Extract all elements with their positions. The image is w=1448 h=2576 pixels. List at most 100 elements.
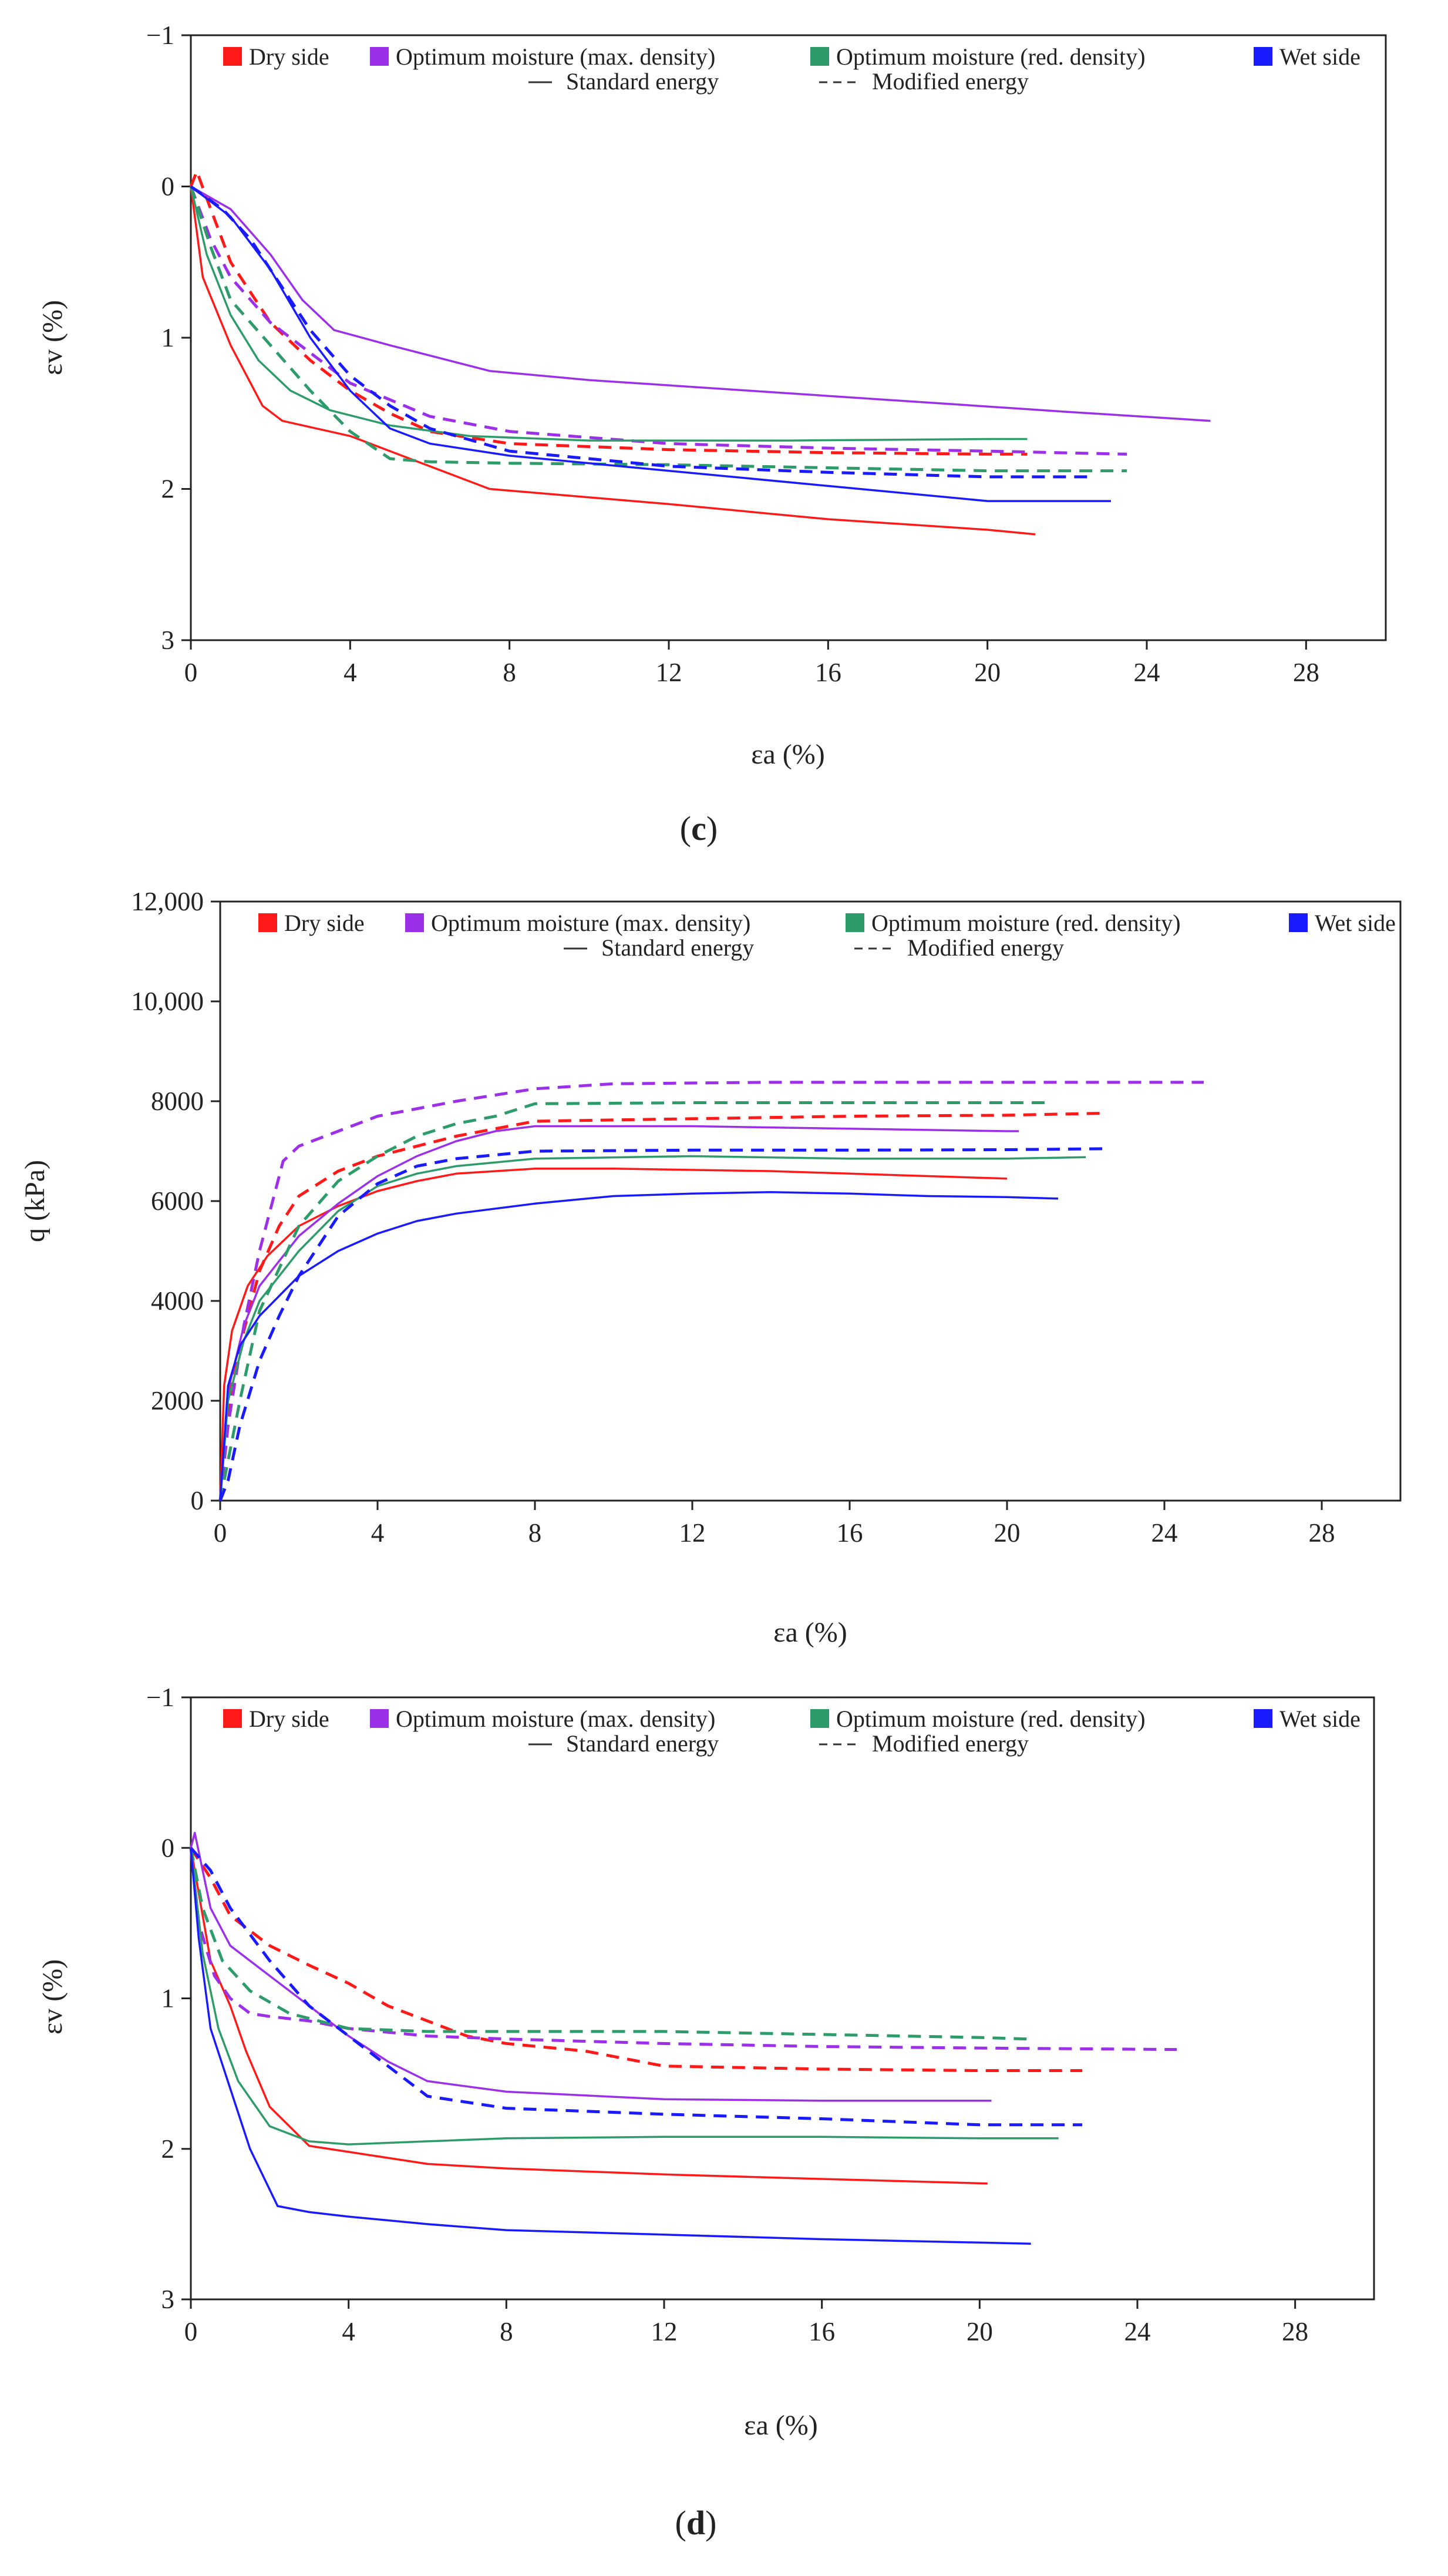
caption-letter: c	[691, 809, 706, 848]
legend: Dry side Optimum moisture (max. density) O…	[223, 43, 1361, 95]
legend-label-dry: Dry side	[249, 43, 329, 70]
series-line-optimum-moisture-red-density-modified	[218, 1101, 1046, 1501]
y-tick-label: 2000	[151, 1386, 204, 1415]
caption-open-paren: (	[675, 2504, 686, 2542]
series-line-optimum-moisture-max-density-standard	[190, 185, 1211, 422]
legend: Dry side Optimum moisture (max. density) O…	[223, 1706, 1361, 1757]
y-tick-label: 3	[161, 2285, 175, 2314]
y-axis-title: εv (%)	[37, 300, 68, 375]
legend-label-wet: Wet side	[1279, 1706, 1361, 1732]
y-tick-label: 0	[161, 172, 175, 201]
legend-swatch-wet	[1254, 1709, 1272, 1728]
x-tick-label: 24	[1134, 658, 1160, 687]
caption-letter: d	[686, 2504, 705, 2542]
legend-label-optmax: Optimum moisture (max. density)	[396, 1706, 715, 1732]
legend-swatch-optred	[810, 47, 829, 66]
x-tick-label: 0	[214, 1518, 227, 1548]
series-line-wet-side-standard	[190, 186, 1111, 502]
x-tick-label: 12	[656, 658, 682, 687]
x-tick-label: 16	[815, 658, 841, 687]
caption-open-paren: (	[680, 809, 691, 848]
legend-standard-label: Standard energy	[601, 934, 754, 961]
series-layer	[189, 170, 1211, 536]
legend-label-optmax: Optimum moisture (max. density)	[431, 910, 750, 936]
x-tick-label: 20	[994, 1518, 1021, 1548]
x-axis-title: εa (%)	[744, 2410, 817, 2441]
legend-standard-label: Standard energy	[566, 68, 719, 95]
legend-standard-label: Standard energy	[566, 1730, 719, 1757]
x-tick-label: 24	[1151, 1518, 1178, 1548]
y-axis-title: εv (%)	[37, 1959, 68, 2034]
series-line-optimum-moisture-max-density-modified	[218, 1081, 1204, 1501]
series-line-optimum-moisture-red-density-modified	[189, 186, 1127, 473]
axis-ticks: 0 4 8 12 16 20 24 28 0 2000 4000 6000 8000 10,000 12,0…	[131, 887, 1335, 1548]
y-tick-label: 2	[161, 475, 175, 504]
legend-label-dry: Dry side	[284, 910, 365, 936]
y-tick-label: 1	[161, 1984, 175, 2013]
legend-swatch-optred	[846, 913, 864, 932]
y-tick-label: 3	[161, 625, 175, 655]
series-line-optimum-moisture-red-density-modified	[189, 1847, 1027, 2041]
x-tick-label: 16	[837, 1518, 863, 1548]
x-tick-label: 28	[1309, 1518, 1335, 1548]
legend-swatch-optmax	[405, 913, 424, 932]
series-line-dry-side-modified	[189, 170, 1028, 456]
series-line-wet-side-standard	[219, 1191, 1059, 1501]
series-line-wet-side-standard	[190, 1848, 1031, 2245]
legend-modified-label: Modified energy	[907, 934, 1064, 961]
x-tick-label: 12	[651, 2317, 678, 2346]
series-layer	[189, 1831, 1177, 2245]
x-tick-label: 4	[371, 1518, 385, 1548]
legend-swatch-optmax	[370, 1709, 389, 1728]
legend-label-optmax: Optimum moisture (max. density)	[396, 43, 715, 70]
series-line-optimum-moisture-red-density-standard	[190, 1848, 1059, 2145]
x-tick-label: 4	[342, 2317, 355, 2346]
series-line-dry-side-standard	[190, 1847, 988, 2185]
legend-swatch-optmax	[370, 47, 389, 66]
series-line-wet-side-modified	[218, 1147, 1110, 1501]
caption-close-paren: )	[706, 809, 718, 848]
legend-swatch-dry	[223, 47, 242, 66]
legend-label-optred: Optimum moisture (red. density)	[836, 43, 1146, 70]
figure-caption-d: (d)	[675, 2504, 717, 2542]
x-tick-label: 28	[1293, 658, 1319, 687]
legend-label-wet: Wet side	[1315, 910, 1396, 936]
x-tick-label: 8	[528, 1518, 542, 1548]
legend-modified-label: Modified energy	[872, 1730, 1029, 1757]
legend-label-wet: Wet side	[1279, 43, 1361, 70]
series-layer	[218, 1081, 1204, 1501]
legend-swatch-dry	[223, 1709, 242, 1728]
x-tick-label: 16	[809, 2317, 835, 2346]
x-tick-label: 20	[974, 658, 1001, 687]
series-line-dry-side-standard	[219, 1168, 1008, 1501]
x-tick-label: 8	[503, 658, 516, 687]
y-tick-label: 0	[191, 1486, 204, 1515]
legend-swatch-wet	[1254, 47, 1272, 66]
series-line-wet-side-modified	[190, 1847, 1082, 2127]
y-tick-label: 0	[161, 1833, 175, 1862]
x-tick-label: 28	[1282, 2317, 1308, 2346]
series-line-optimum-moisture-red-density-standard	[190, 186, 1028, 442]
legend-swatch-dry	[258, 913, 277, 932]
y-tick-label: 1	[161, 323, 175, 352]
legend-swatch-optred	[810, 1709, 829, 1728]
x-tick-label: 8	[500, 2317, 513, 2346]
y-tick-label: −1	[146, 21, 174, 50]
series-line-optimum-moisture-max-density-modified	[189, 186, 1127, 456]
series-line-wet-side-modified	[190, 185, 1087, 479]
legend-label-optred: Optimum moisture (red. density)	[836, 1706, 1146, 1732]
y-tick-label: 2	[161, 2134, 175, 2164]
series-line-optimum-moisture-max-density-standard	[219, 1125, 1019, 1501]
series-line-optimum-moisture-max-density-standard	[190, 1831, 992, 2102]
x-tick-label: 12	[679, 1518, 706, 1548]
y-tick-label: 8000	[151, 1087, 204, 1116]
caption-close-paren: )	[705, 2504, 716, 2542]
figure-caption-c: (c)	[680, 809, 718, 848]
y-tick-label: −1	[146, 1683, 174, 1712]
legend-label-dry: Dry side	[249, 1706, 329, 1732]
